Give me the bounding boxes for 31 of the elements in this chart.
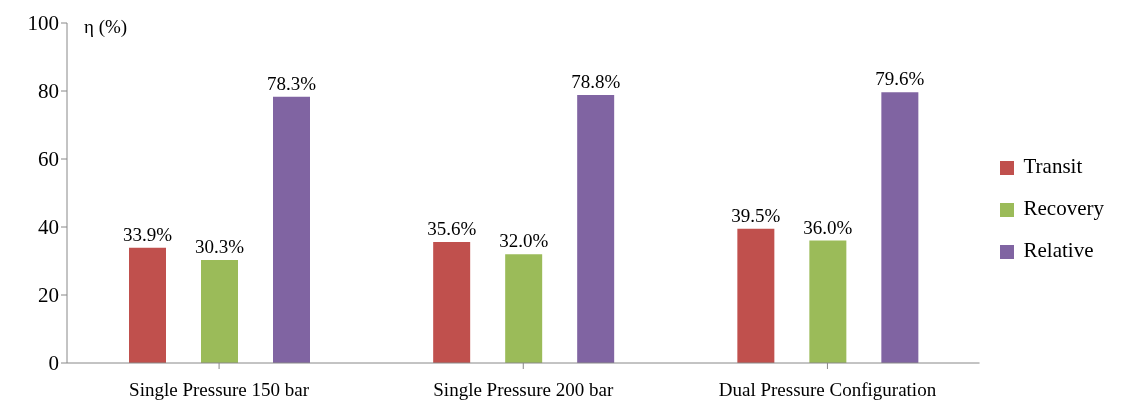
y-axis-title: η (%)	[84, 16, 128, 38]
data-label: 78.3%	[266, 72, 317, 94]
y-tick-label: 0	[48, 351, 59, 376]
legend-label: Relative	[1023, 238, 1094, 262]
data-label: 30.3%	[194, 235, 245, 257]
bar	[433, 241, 471, 363]
bar	[505, 254, 543, 363]
y-tick-label: 40	[38, 215, 59, 240]
data-label: 39.5%	[731, 204, 781, 226]
bar	[577, 95, 615, 363]
bar	[201, 259, 238, 363]
y-tick-label: 60	[38, 147, 59, 172]
bar	[129, 247, 166, 363]
y-tick-label: 100	[27, 11, 59, 36]
data-label: 33.9%	[122, 223, 173, 245]
x-tick-label: Single Pressure 200 bar	[433, 379, 614, 401]
bar	[737, 228, 775, 363]
data-label: 79.6%	[875, 68, 925, 90]
y-tick-label: 80	[38, 79, 59, 104]
data-label: 32.0%	[499, 230, 549, 252]
legend-label: Recovery	[1023, 196, 1104, 220]
x-tick-label: Dual Pressure Configuration	[718, 379, 937, 401]
data-label: 78.8%	[571, 71, 621, 93]
data-label: 36.0%	[803, 216, 853, 238]
x-tick-label: Single Pressure 150 bar	[129, 379, 310, 401]
bar	[809, 240, 847, 363]
bar	[273, 96, 310, 363]
legend-label: Transit	[1023, 154, 1083, 178]
data-label: 35.6%	[427, 217, 477, 239]
y-tick-label: 20	[38, 283, 59, 308]
bar	[881, 92, 919, 363]
